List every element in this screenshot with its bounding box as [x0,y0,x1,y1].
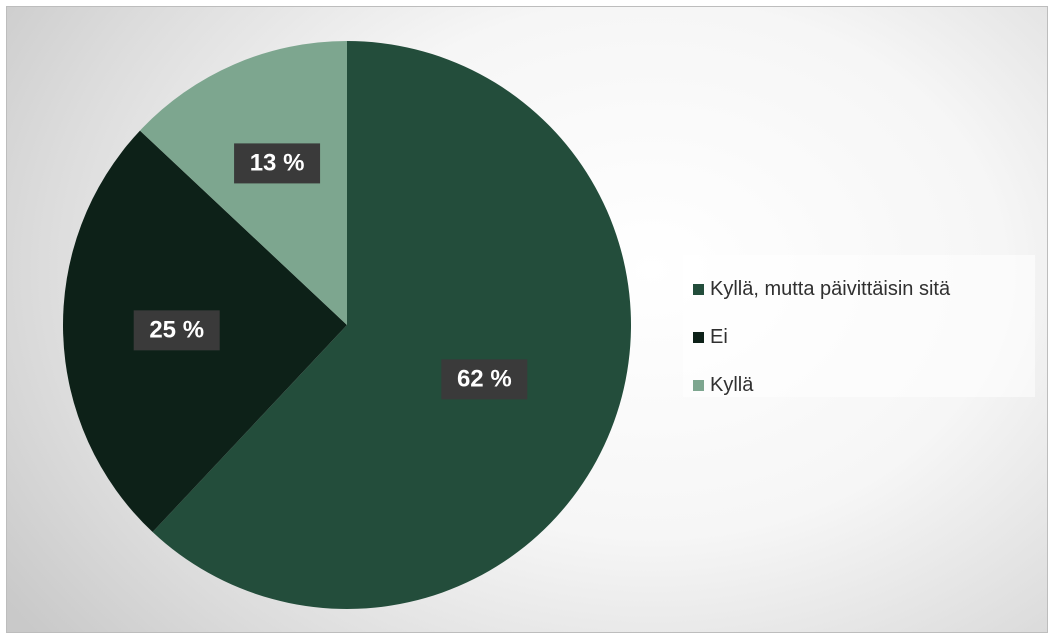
pie-slice-0 [152,41,631,610]
data-label-text-0: 62 % [457,366,512,393]
data-label-box-0 [441,359,528,400]
data-label-0: 62 % [441,359,528,400]
legend: Kyllä, mutta päivittäisin sitä Ei Kyllä [683,255,1035,397]
legend-item-0: Kyllä, mutta päivittäisin sitä [693,265,1035,313]
data-label-1: 25 % [133,310,220,351]
legend-label-1: Ei [710,325,728,348]
legend-swatch-2 [693,379,704,391]
chart-area: 62 % 25 % 13 % Kyllä, mutta päivittäisin s… [6,6,1048,633]
pie-chart: 62 % 25 % 13 % [63,41,631,610]
legend-swatch-1 [693,331,704,343]
data-label-box-1 [133,310,220,351]
legend-swatch-0 [693,283,704,295]
data-label-box-2 [234,143,321,184]
legend-label-0: Kyllä, mutta päivittäisin sitä [710,277,951,300]
data-label-2: 13 % [234,143,321,184]
legend-item-1: Ei [693,313,1035,361]
legend-label-2: Kyllä [710,373,754,396]
pie-data-labels: 62 % 25 % 13 % [133,143,528,400]
legend-item-2: Kyllä [693,361,1035,409]
data-label-text-2: 13 % [250,150,305,177]
data-label-text-1: 25 % [149,317,204,344]
